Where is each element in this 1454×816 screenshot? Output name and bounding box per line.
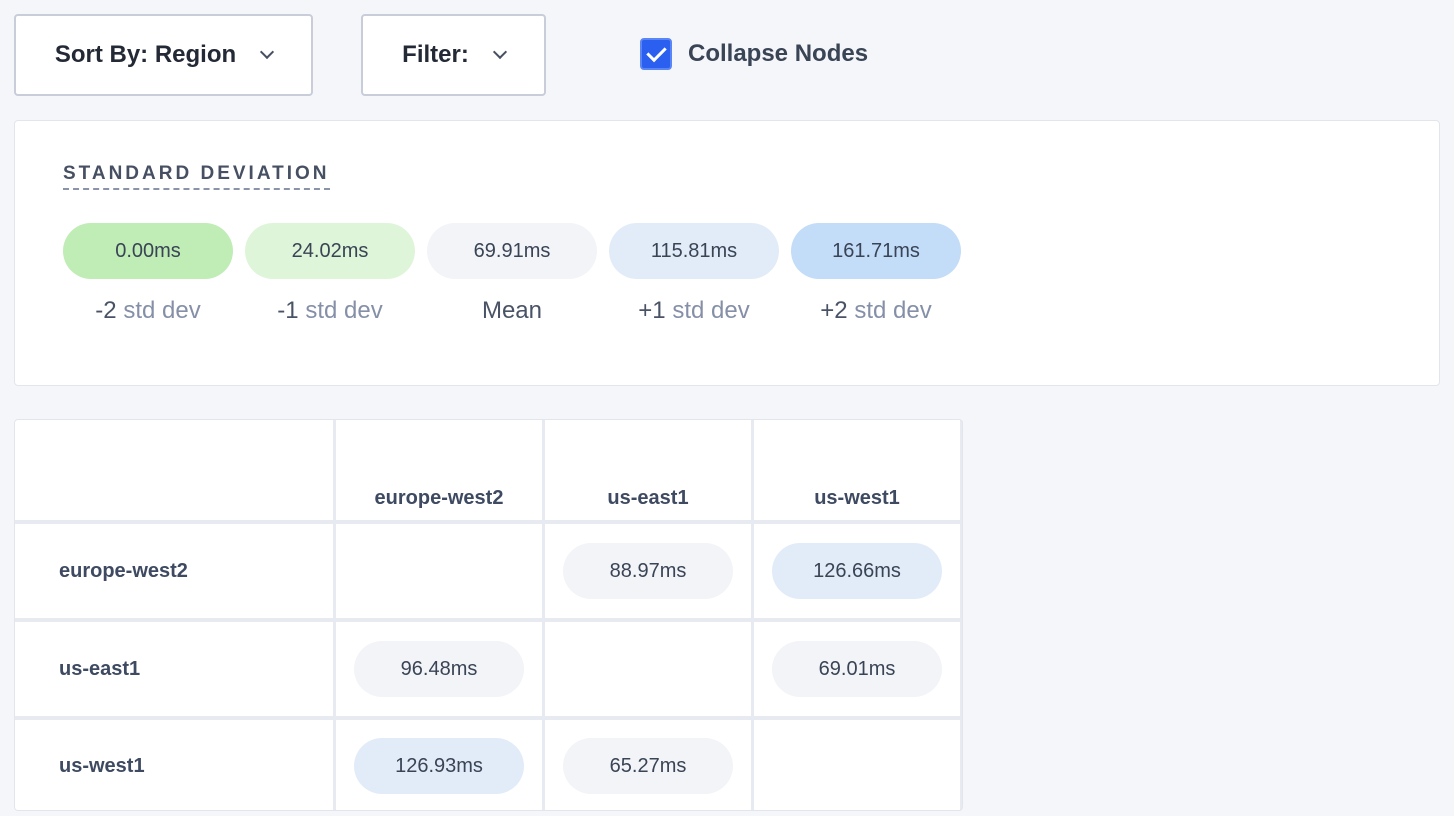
legend-prefix: +1 xyxy=(638,297,666,324)
latency-matrix: europe-west2 us-east1 us-west1 europe-west2… xyxy=(14,419,963,811)
chevron-down-icon xyxy=(492,44,507,60)
legend-pill: 161.71ms xyxy=(791,223,961,279)
legend-item: 0.00ms -2 std dev xyxy=(63,223,233,325)
sort-by-label: Sort By: Region xyxy=(54,41,237,68)
sort-by-dropdown[interactable]: Sort By: Region xyxy=(14,14,313,96)
matrix-cell: 88.97ms xyxy=(545,524,751,618)
legend-pill: 115.81ms xyxy=(609,223,779,279)
legend-item: 161.71ms +2 std dev xyxy=(791,223,961,325)
column-header: us-east1 xyxy=(545,420,751,520)
legend-label: +1 std dev xyxy=(638,297,749,325)
checkbox-checked-icon[interactable] xyxy=(640,38,672,70)
legend-item: 69.91ms Mean xyxy=(427,223,597,325)
legend-prefix: -2 xyxy=(95,297,117,324)
matrix-cell: 126.93ms xyxy=(336,720,542,810)
legend-pill: 24.02ms xyxy=(245,223,415,279)
legend-prefix: +2 xyxy=(820,297,848,324)
latency-pill: 88.97ms xyxy=(563,543,733,599)
legend-label: -1 std dev xyxy=(277,297,382,325)
matrix-cell-empty xyxy=(336,524,542,618)
matrix-cell: 126.66ms xyxy=(754,524,960,618)
matrix-cell: 65.27ms xyxy=(545,720,751,810)
legend-suffix: std dev xyxy=(854,297,932,324)
chevron-down-icon xyxy=(260,44,275,60)
legend-label: Mean xyxy=(482,297,542,325)
row-header: us-east1 xyxy=(15,622,333,716)
matrix-cell: 96.48ms xyxy=(336,622,542,716)
std-dev-legend-panel: STANDARD DEVIATION 0.00ms -2 std dev 24.0… xyxy=(14,120,1440,386)
latency-pill: 69.01ms xyxy=(772,641,942,697)
legend-suffix: std dev xyxy=(123,297,201,324)
filter-label: Filter: xyxy=(402,41,469,68)
legend-prefix: Mean xyxy=(481,297,543,324)
row-header: europe-west2 xyxy=(15,524,333,618)
column-header: us-west1 xyxy=(754,420,960,520)
latency-pill: 126.66ms xyxy=(772,543,942,599)
legend-suffix: std dev xyxy=(672,297,750,324)
legend-prefix: -1 xyxy=(277,297,299,324)
filter-dropdown[interactable]: Filter: xyxy=(361,14,546,96)
matrix-cell-empty xyxy=(754,720,960,810)
latency-pill: 96.48ms xyxy=(354,641,524,697)
legend-title: STANDARD DEVIATION xyxy=(63,163,330,190)
latency-pill: 126.93ms xyxy=(354,738,524,794)
legend-item: 24.02ms -1 std dev xyxy=(245,223,415,325)
corner-cell xyxy=(15,420,333,520)
legend-pill: 0.00ms xyxy=(63,223,233,279)
collapse-nodes-checkbox[interactable]: Collapse Nodes xyxy=(640,38,868,70)
legend-item: 115.81ms +1 std dev xyxy=(609,223,779,325)
legend-label: -2 std dev xyxy=(95,297,200,325)
column-header: europe-west2 xyxy=(336,420,542,520)
collapse-nodes-label: Collapse Nodes xyxy=(688,40,869,67)
row-header: us-west1 xyxy=(15,720,333,810)
legend-pill: 69.91ms xyxy=(427,223,597,279)
latency-pill: 65.27ms xyxy=(563,738,733,794)
legend-label: +2 std dev xyxy=(820,297,931,325)
matrix-cell: 69.01ms xyxy=(754,622,960,716)
matrix-cell-empty xyxy=(545,622,751,716)
legend-suffix: std dev xyxy=(305,297,383,324)
